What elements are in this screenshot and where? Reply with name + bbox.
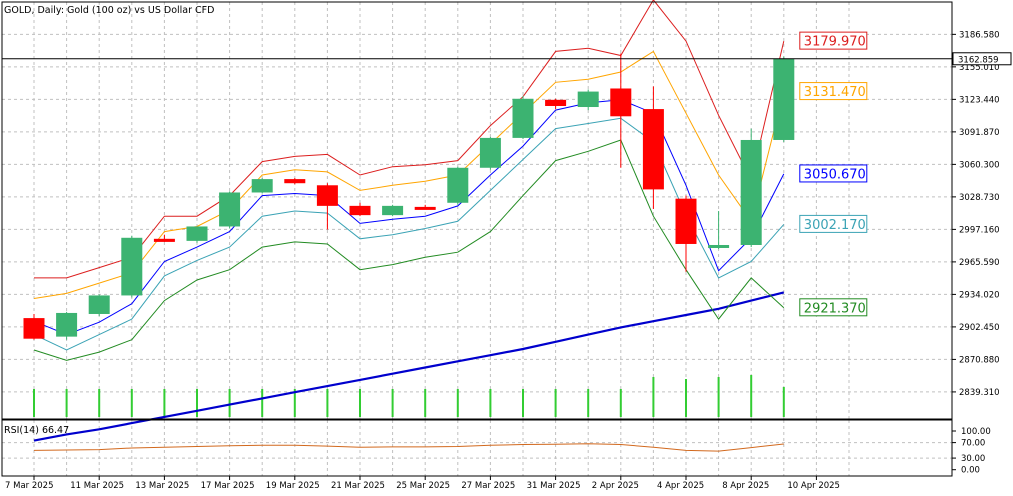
- candle-bull: [88, 295, 110, 314]
- value-label-box: [799, 82, 868, 101]
- date-tick-label: 11 Mar 2025: [70, 481, 124, 491]
- price-tick-label: 3028.730: [959, 193, 1000, 203]
- value-label-text: 2921.370: [804, 301, 866, 316]
- candle-bull: [251, 179, 273, 193]
- candle-bull: [382, 205, 404, 216]
- price-tick-label: 3060.300: [959, 160, 1000, 170]
- candle-bull: [577, 91, 599, 108]
- candle-bear: [610, 88, 632, 117]
- rsi-tick-label: 70.00: [961, 439, 985, 449]
- chart-frame: [1, 1, 953, 477]
- series-ma: [33, 291, 785, 442]
- rsi-tick-label: 0.00: [961, 466, 980, 476]
- value-label-text: 3131.470: [804, 85, 866, 100]
- date-tick-label: 19 Mar 2025: [266, 481, 320, 491]
- price-tick-label: 2934.020: [959, 290, 1000, 300]
- candle-bull: [773, 58, 795, 140]
- date-tick-label: 17 Mar 2025: [201, 481, 255, 491]
- date-tick-label: 7 Mar 2025: [5, 481, 53, 491]
- value-label-box: [799, 214, 868, 233]
- candle-bull: [219, 192, 241, 227]
- value-label-text: 3179.970: [804, 35, 866, 50]
- grid: [2, 2, 952, 476]
- price-tick-label: 2965.590: [959, 258, 1000, 268]
- chart-title: GOLD, Daily: Gold (100 oz) vs US Dollar …: [4, 5, 214, 16]
- current-price-label: 3162.859: [958, 55, 999, 65]
- series-band_top: [34, 0, 785, 279]
- right-value-labels: 3179.970 3131.470 3050.670 3002.170 2921.370: [799, 31, 868, 317]
- rsi-tick-label: 30.00: [961, 454, 985, 464]
- candle-bear: [349, 205, 371, 216]
- date-tick-label: 8 Apr 2025: [722, 481, 769, 491]
- series-band_bottom: [33, 139, 785, 361]
- value-label-box: [799, 298, 868, 317]
- series-band_upper: [33, 50, 785, 299]
- date-tick-label: 31 Mar 2025: [527, 481, 581, 491]
- candle-bull: [56, 312, 78, 337]
- value-label-box: [799, 31, 868, 50]
- value-label-text: 3050.670: [804, 167, 866, 182]
- price-tick-label: 2839.310: [959, 388, 1000, 398]
- candle-bull: [512, 98, 534, 138]
- candle-bear: [153, 238, 175, 242]
- price-tick-label: 3186.580: [959, 30, 1000, 40]
- candle-bear: [642, 109, 664, 190]
- candle-bear: [23, 318, 45, 339]
- price-tick-label: 2902.450: [959, 323, 1000, 333]
- price-tick-label: 3091.870: [959, 128, 1000, 138]
- rsi-line: [33, 443, 784, 452]
- rsi-pane-frame: [1, 419, 953, 477]
- candle-bull: [121, 237, 143, 296]
- candle-bear: [675, 198, 697, 244]
- axes: 3186.580 3155.010 3123.440 3091.870 3060.300…: [2, 30, 1012, 491]
- date-tick-label: 2 Apr 2025: [592, 481, 639, 491]
- candles: [23, 53, 795, 340]
- value-label-box: [799, 164, 868, 183]
- volume-bars: [33, 375, 785, 417]
- candle-bull: [447, 167, 469, 203]
- date-tick-label: 4 Apr 2025: [657, 481, 704, 491]
- price-tick-label: 2997.160: [959, 225, 1000, 235]
- date-tick-label: 21 Mar 2025: [331, 481, 385, 491]
- date-tick-label: 13 Mar 2025: [135, 481, 189, 491]
- candle-bear: [414, 206, 436, 210]
- current-price-box: [952, 52, 1012, 66]
- rsi-label: RSI(14) 66.47: [4, 425, 69, 436]
- date-tick-label: 25 Mar 2025: [396, 481, 450, 491]
- candle-bear: [316, 185, 338, 206]
- rsi-tick-label: 100.00: [961, 427, 991, 437]
- date-tick-label: 27 Mar 2025: [461, 481, 515, 491]
- candle-bear: [545, 99, 567, 106]
- value-label-text: 3002.170: [804, 218, 866, 233]
- price-tick-label: 3123.440: [959, 95, 1000, 105]
- candle-bull: [186, 226, 208, 241]
- price-tick-label: 2870.880: [959, 355, 1000, 365]
- price-pane-frame: [1, 1, 953, 420]
- candle-bull: [740, 139, 762, 245]
- candle-bull: [479, 137, 501, 168]
- candle-bull: [708, 244, 730, 248]
- price-tick-label: 3155.010: [959, 63, 1000, 73]
- date-tick-label: 10 Apr 2025: [787, 481, 840, 491]
- candle-bear: [284, 179, 306, 184]
